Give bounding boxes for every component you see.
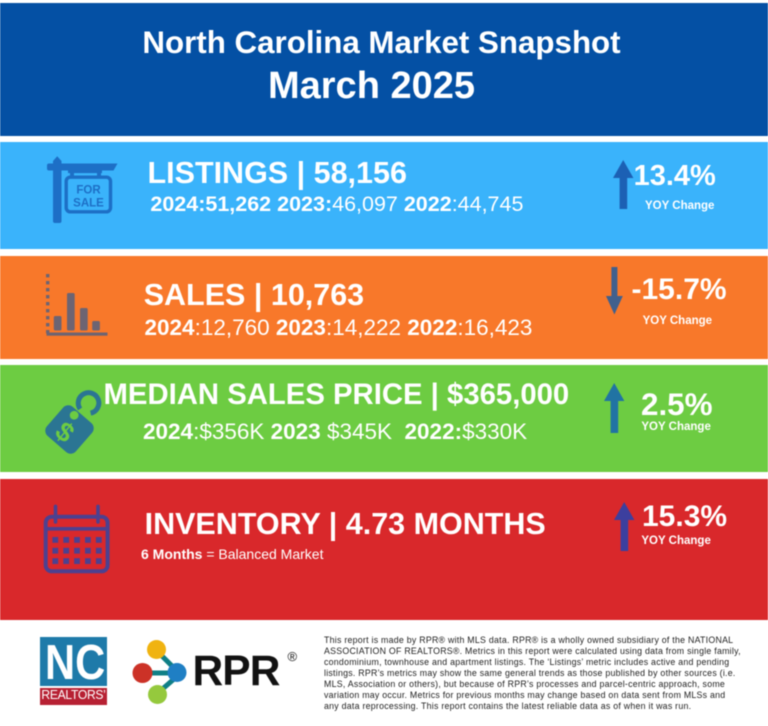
svg-text:SALE: SALE [73,198,104,210]
svg-text:FOR: FOR [76,185,101,197]
